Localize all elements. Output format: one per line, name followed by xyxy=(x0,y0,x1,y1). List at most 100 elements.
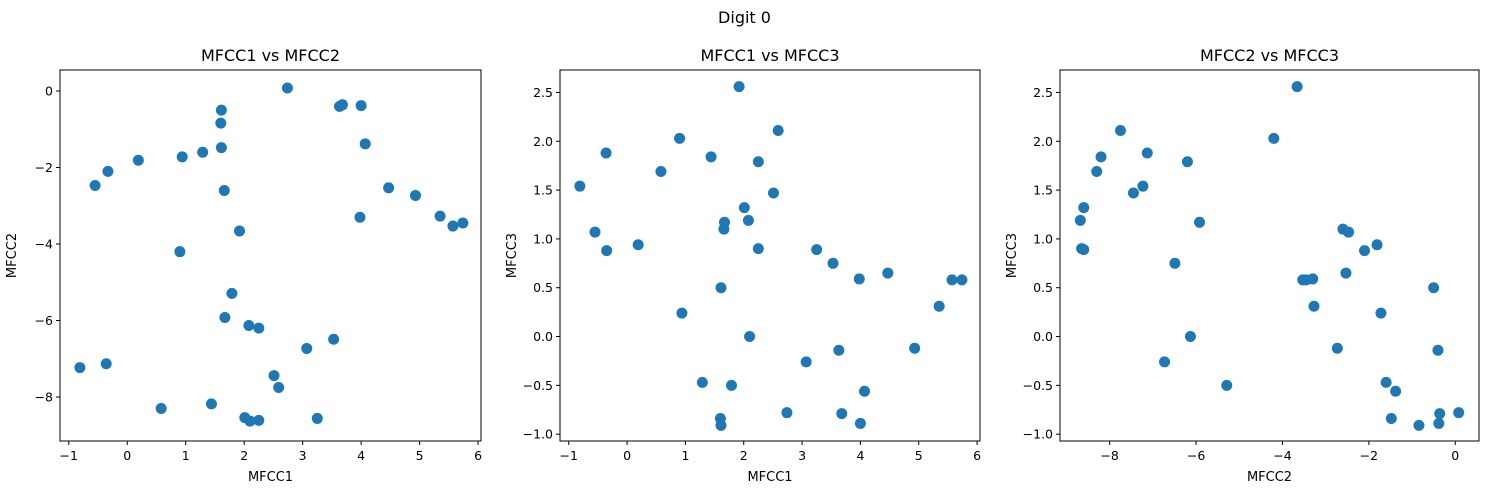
scatter-point xyxy=(1169,257,1181,269)
scatter-point xyxy=(1159,356,1171,368)
y-tick-label: 0 xyxy=(45,84,53,99)
scatter-point xyxy=(601,245,613,257)
scatter-point xyxy=(738,202,750,214)
scatter-points xyxy=(74,82,469,427)
scatter-point xyxy=(956,274,968,286)
scatter-point xyxy=(215,104,227,116)
scatter-point xyxy=(1390,385,1402,397)
scatter-point xyxy=(355,100,367,112)
scatter-point xyxy=(215,117,227,129)
scatter-point xyxy=(1331,342,1343,354)
scatter-point xyxy=(311,412,323,424)
scatter-point xyxy=(854,417,866,429)
scatter-point xyxy=(1095,151,1107,163)
y-tick-label: 1.0 xyxy=(533,231,553,246)
scatter-point xyxy=(1141,147,1153,159)
y-tick-label: 0.0 xyxy=(1033,329,1053,344)
scatter-point xyxy=(1307,273,1319,285)
scatter-point xyxy=(1340,267,1352,279)
scatter-point xyxy=(253,414,265,426)
scatter-point xyxy=(1221,379,1233,391)
y-tick-label: −6 xyxy=(35,313,53,328)
scatter-point xyxy=(354,211,366,223)
x-tick-label: 0 xyxy=(623,448,631,463)
y-axis-label: MFCC3 xyxy=(1005,233,1020,278)
x-tick-label: 5 xyxy=(416,448,424,463)
scatter-point xyxy=(772,125,784,137)
scatter-point xyxy=(705,151,717,163)
scatter-point xyxy=(1380,376,1392,388)
x-tick-label: 2 xyxy=(240,448,248,463)
scatter-point xyxy=(1091,166,1103,178)
x-tick-label: −1 xyxy=(560,448,578,463)
subplot-title: MFCC2 vs MFCC3 xyxy=(1200,46,1339,65)
x-axis-label: MFCC2 xyxy=(1247,470,1292,485)
x-tick-label: 6 xyxy=(973,448,981,463)
scatter-point xyxy=(155,402,167,414)
scatter-point xyxy=(244,415,256,427)
scatter-point xyxy=(253,322,265,334)
scatter-point xyxy=(589,226,601,238)
scatter-point xyxy=(301,342,313,354)
scatter-point xyxy=(1385,413,1397,425)
scatter-point xyxy=(1432,344,1444,356)
y-tick-label: −0.5 xyxy=(1023,378,1053,393)
scatter-point xyxy=(218,184,230,196)
y-tick-label: −8 xyxy=(35,390,53,405)
y-tick-label: −0.5 xyxy=(523,378,553,393)
y-tick-label: 0.5 xyxy=(533,280,553,295)
figure-suptitle: Digit 0 xyxy=(718,8,771,27)
scatter-point xyxy=(268,370,280,382)
scatter-point xyxy=(752,243,764,255)
x-tick-label: −6 xyxy=(1187,448,1205,463)
scatter-point xyxy=(715,282,727,294)
scatter-point xyxy=(243,319,255,331)
scatter-point xyxy=(273,381,285,393)
scatter-point xyxy=(800,356,812,368)
scatter-point xyxy=(715,419,727,431)
scatter-point xyxy=(205,398,217,410)
scatter-point xyxy=(1078,244,1090,256)
scatter-point xyxy=(1371,239,1383,251)
subplot-title: MFCC1 vs MFCC3 xyxy=(700,46,839,65)
scatter-point xyxy=(674,132,686,144)
x-tick-label: 4 xyxy=(357,448,365,463)
scatter-point xyxy=(853,273,865,285)
scatter-point xyxy=(132,154,144,166)
x-tick-label: 1 xyxy=(681,448,689,463)
scatter-point xyxy=(600,147,612,159)
scatter-point xyxy=(1359,245,1371,257)
scatter-point xyxy=(197,146,209,158)
x-axis-label: MFCC1 xyxy=(248,470,293,485)
subplot-2: −1 0 1 2 3 4 5 6 2.5 2.0 1.5 1.0 0.5 0.0 −0.5 −1.0 MFCC1… xyxy=(505,46,981,485)
scatter-points xyxy=(574,81,968,431)
scatter-point xyxy=(742,214,754,226)
scatter-point xyxy=(768,187,779,199)
x-tick-label: −4 xyxy=(1273,448,1291,463)
scatter-point xyxy=(1433,417,1445,429)
scatter-point xyxy=(1428,282,1440,294)
scatter-point xyxy=(1137,180,1149,192)
scatter-point xyxy=(1181,156,1193,168)
scatter-point xyxy=(89,180,101,192)
scatter-point xyxy=(859,385,870,397)
scatter-point xyxy=(827,257,839,269)
x-tick-label: 3 xyxy=(798,448,806,463)
scatter-point xyxy=(1375,307,1387,319)
x-tick-label: 1 xyxy=(182,448,190,463)
scatter-point xyxy=(1114,125,1126,137)
scatter-point xyxy=(281,82,293,94)
y-tick-label: 2.0 xyxy=(1033,134,1053,149)
scatter-point xyxy=(447,220,459,232)
scatter-point xyxy=(328,333,340,345)
subplots: −1 0 1 2 3 4 5 6 0 −2 −4 −6 −8 MFCC1 vs MFCC2 MFCC1 MFC… xyxy=(5,46,1480,485)
subplot-3: −8 −6 −4 −2 0 2.5 2.0 1.5 1.0 0.5 0.0 −0.5 −1.0 MFCC2… xyxy=(1005,46,1480,485)
scatter-point xyxy=(410,189,422,201)
scatter-point xyxy=(359,138,371,150)
scatter-point xyxy=(1343,226,1355,238)
subplot-title: MFCC1 vs MFCC2 xyxy=(201,46,340,65)
x-tick-label: 3 xyxy=(299,448,307,463)
scatter-point xyxy=(676,307,688,319)
x-tick-label: 0 xyxy=(1451,448,1459,463)
